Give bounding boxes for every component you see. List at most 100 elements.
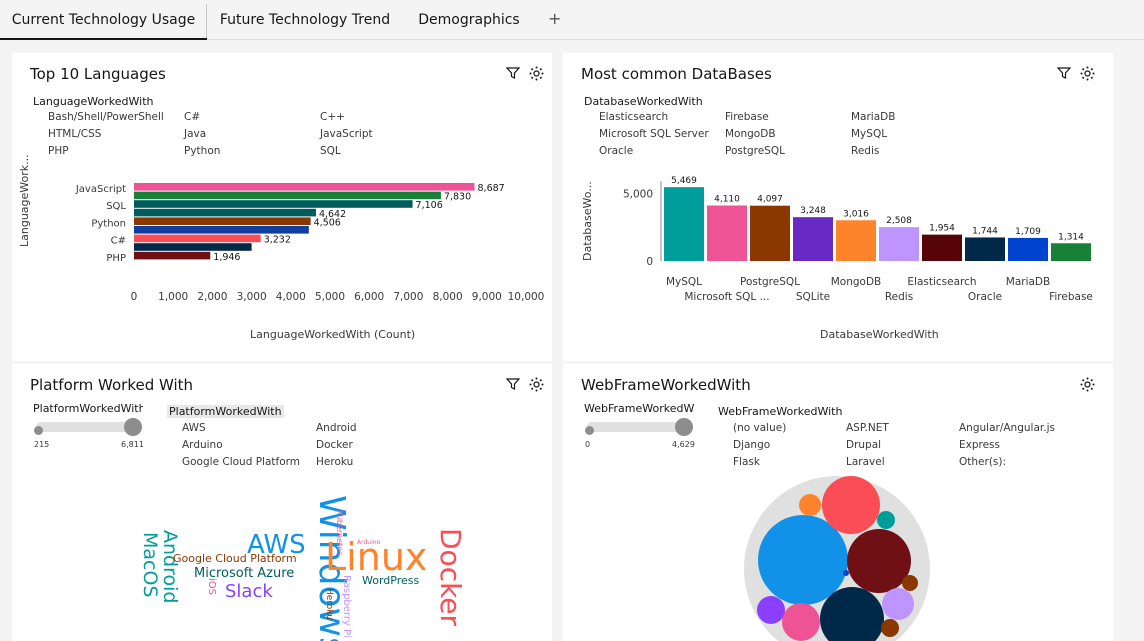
legend-item[interactable]: MongoDB <box>725 128 776 140</box>
legend-item[interactable]: Drupal <box>846 439 882 451</box>
word-ios[interactable]: iOS <box>206 578 217 595</box>
bar[interactable] <box>1051 243 1091 261</box>
slider-max-handle[interactable] <box>124 418 142 436</box>
bubble[interactable] <box>822 476 880 534</box>
settings-icon[interactable] <box>1080 66 1095 81</box>
bar[interactable] <box>707 205 747 261</box>
legend-item[interactable]: AWS <box>182 422 206 434</box>
word-google-cloud[interactable]: Google Cloud Platform <box>173 552 297 565</box>
bar[interactable] <box>134 191 441 200</box>
legend-item[interactable]: Google Cloud Platform <box>182 456 300 468</box>
bubble[interactable] <box>847 529 911 593</box>
legend-item[interactable]: Laravel <box>846 456 885 468</box>
bar[interactable] <box>750 205 790 261</box>
add-tab-button[interactable]: + <box>548 9 562 28</box>
bar[interactable] <box>134 183 475 191</box>
slider-max-handle[interactable] <box>675 418 693 436</box>
legend-item[interactable]: Java <box>184 128 207 140</box>
legend-item[interactable]: Other(s): <box>959 456 1007 468</box>
tab-demographics[interactable]: Demographics <box>418 12 520 28</box>
bubble[interactable] <box>757 596 785 624</box>
bubble[interactable] <box>758 515 848 605</box>
word-arduino[interactable]: Arduino <box>357 539 381 546</box>
word-kubernetes[interactable]: Kubernetes <box>335 510 344 555</box>
legend-item[interactable]: SQL <box>320 145 341 157</box>
legend-item[interactable]: ASP.NET <box>846 422 889 434</box>
bar[interactable] <box>134 226 309 234</box>
x-tick-label: 9,000 <box>472 291 502 303</box>
bar[interactable] <box>836 220 876 261</box>
settings-icon[interactable] <box>529 377 544 392</box>
word-android[interactable]: Android <box>159 530 181 603</box>
legend-item[interactable]: Flask <box>733 456 760 468</box>
legend-item[interactable]: PostgreSQL <box>725 145 785 157</box>
legend-item[interactable]: Docker <box>316 439 353 451</box>
word-docker[interactable]: Docker <box>434 528 467 627</box>
bar[interactable] <box>922 234 962 261</box>
legend-item[interactable]: JavaScript <box>320 128 373 140</box>
bar[interactable] <box>134 251 211 260</box>
settings-icon[interactable] <box>1080 377 1095 392</box>
tab-future-technology-trend[interactable]: Future Technology Trend <box>219 12 391 28</box>
bubble[interactable] <box>881 619 899 637</box>
bar[interactable] <box>965 237 1005 261</box>
bubble[interactable] <box>820 587 884 641</box>
range-slider[interactable] <box>36 422 140 432</box>
word-slack[interactable]: Slack <box>225 581 273 602</box>
bubble[interactable] <box>902 575 918 591</box>
word-linux[interactable]: Linux <box>325 535 427 579</box>
word-wordpress[interactable]: WordPress <box>362 574 419 587</box>
bar[interactable] <box>134 208 316 217</box>
bar[interactable] <box>1008 237 1048 261</box>
legend-item[interactable]: Microsoft SQL Server <box>599 128 709 140</box>
legend-item[interactable]: Redis <box>851 145 880 157</box>
word-macos[interactable]: MacOS <box>139 532 161 598</box>
word-heroku[interactable]: Heroku <box>324 588 334 620</box>
legend-item[interactable]: Firebase <box>725 111 769 123</box>
filter-icon[interactable] <box>1057 66 1071 80</box>
legend-item[interactable]: Android <box>316 422 357 434</box>
legend-item[interactable]: Bash/Shell/PowerShell <box>48 111 164 123</box>
filter-icon[interactable] <box>506 377 520 391</box>
legend-item[interactable]: C# <box>184 111 201 123</box>
bubble[interactable] <box>877 511 895 529</box>
legend-item[interactable]: Angular/Angular.js <box>959 422 1055 434</box>
bar[interactable] <box>134 243 252 251</box>
settings-icon[interactable] <box>529 66 544 81</box>
bar-value-label: 4,506 <box>314 217 341 228</box>
legend-item[interactable]: MySQL <box>851 128 888 140</box>
legend-item[interactable]: Express <box>959 439 1001 451</box>
legend-item[interactable]: MariaDB <box>851 111 896 123</box>
word-windows[interactable]: Windows <box>311 495 352 641</box>
word-raspberry-pi[interactable]: Raspberry Pi <box>341 575 352 638</box>
slider-min-handle[interactable] <box>34 426 43 435</box>
legend-item[interactable]: Django <box>733 439 771 451</box>
range-slider[interactable] <box>587 422 691 432</box>
word-azure[interactable]: Microsoft Azure <box>194 566 294 581</box>
bubble[interactable] <box>799 494 821 516</box>
legend-item[interactable]: Arduino <box>182 439 223 451</box>
filter-icon[interactable] <box>506 66 520 80</box>
x-tick-label: 4,000 <box>276 291 306 303</box>
legend-item[interactable]: Heroku <box>316 456 354 468</box>
slider-min-handle[interactable] <box>585 426 594 435</box>
bubble[interactable] <box>843 570 849 576</box>
legend-item[interactable]: HTML/CSS <box>48 128 102 140</box>
bar[interactable] <box>134 234 261 243</box>
bar[interactable] <box>134 200 413 208</box>
legend-item[interactable]: C++ <box>320 111 345 123</box>
word-aws[interactable]: AWS <box>247 530 306 560</box>
x-tick-label: 7,000 <box>393 291 423 303</box>
legend-item[interactable]: Elasticsearch <box>599 111 669 123</box>
bubble[interactable] <box>782 603 820 641</box>
legend-item[interactable]: Oracle <box>599 145 634 157</box>
legend-item[interactable]: PHP <box>48 145 69 157</box>
legend-item[interactable]: (no value) <box>733 422 787 434</box>
bar[interactable] <box>879 227 919 261</box>
bar[interactable] <box>793 217 833 261</box>
bubble[interactable] <box>882 588 914 620</box>
legend-item[interactable]: Python <box>184 145 221 157</box>
tab-current-technology-usage[interactable]: Current Technology Usage <box>0 0 207 40</box>
bar[interactable] <box>134 217 311 225</box>
bar[interactable] <box>664 187 704 261</box>
